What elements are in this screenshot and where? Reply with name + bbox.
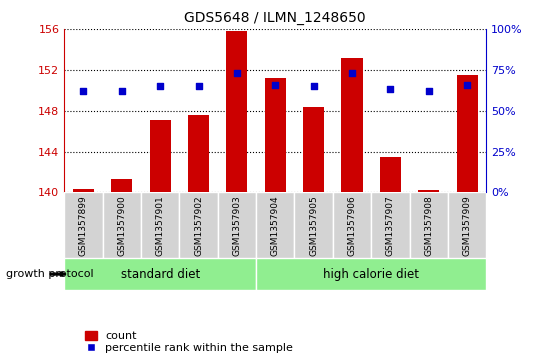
Bar: [179, 192, 218, 258]
Bar: [188, 115, 209, 192]
Bar: [256, 258, 486, 290]
Bar: [418, 190, 439, 192]
Point: [386, 86, 395, 92]
Bar: [103, 192, 141, 258]
Bar: [457, 75, 478, 192]
Bar: [150, 120, 170, 192]
Text: standard diet: standard diet: [121, 268, 200, 281]
Point: [424, 88, 433, 94]
Text: GSM1357906: GSM1357906: [348, 196, 357, 256]
Text: GSM1357908: GSM1357908: [424, 196, 433, 256]
Text: growth protocol: growth protocol: [6, 269, 93, 279]
Point: [194, 83, 203, 89]
Text: GSM1357900: GSM1357900: [117, 196, 126, 256]
Bar: [265, 78, 286, 192]
Text: high calorie diet: high calorie diet: [323, 268, 419, 281]
Text: GSM1357899: GSM1357899: [79, 196, 88, 256]
Bar: [448, 192, 486, 258]
Text: GSM1357903: GSM1357903: [233, 196, 241, 256]
Point: [233, 70, 241, 76]
Bar: [380, 157, 401, 192]
Bar: [371, 192, 410, 258]
Bar: [333, 192, 371, 258]
Point: [271, 82, 280, 87]
Text: GSM1357907: GSM1357907: [386, 196, 395, 256]
Point: [117, 88, 126, 94]
Bar: [73, 189, 94, 192]
Point: [156, 83, 165, 89]
Point: [463, 82, 472, 87]
Bar: [218, 192, 256, 258]
Text: GSM1357909: GSM1357909: [463, 196, 472, 256]
Legend: count, percentile rank within the sample: count, percentile rank within the sample: [81, 327, 298, 358]
Bar: [295, 192, 333, 258]
Text: GSM1357904: GSM1357904: [271, 196, 280, 256]
Bar: [141, 192, 179, 258]
Text: GSM1357902: GSM1357902: [194, 196, 203, 256]
Bar: [64, 258, 256, 290]
Bar: [410, 192, 448, 258]
Point: [79, 88, 88, 94]
Bar: [226, 31, 248, 192]
Text: GSM1357901: GSM1357901: [156, 196, 165, 256]
Title: GDS5648 / ILMN_1248650: GDS5648 / ILMN_1248650: [184, 11, 366, 25]
Point: [309, 83, 318, 89]
Point: [348, 70, 357, 76]
Bar: [64, 192, 103, 258]
Text: GSM1357905: GSM1357905: [309, 196, 318, 256]
Bar: [111, 179, 132, 192]
Bar: [342, 58, 363, 192]
Bar: [256, 192, 295, 258]
Bar: [303, 107, 324, 192]
